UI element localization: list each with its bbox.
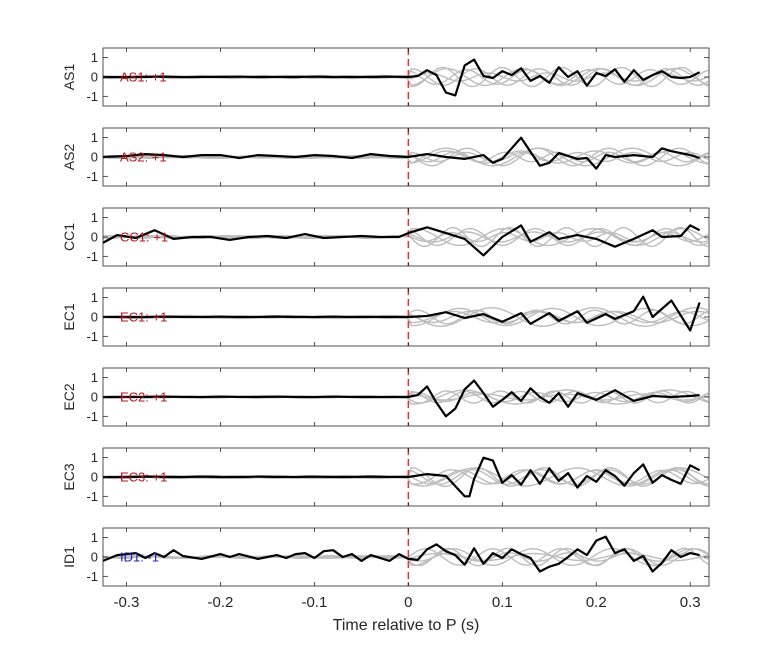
panel-id1: ID1: -1 -1 0 1 ID1 xyxy=(61,527,710,587)
x-axis-label: Time relative to P (s) xyxy=(333,617,480,634)
panel-as1: AS1: +1 -1 0 1 AS1 xyxy=(61,47,710,107)
panel-ylabel: ID1 xyxy=(61,546,77,568)
plot-area xyxy=(103,448,709,506)
panel-ylabel: AS2 xyxy=(61,144,77,171)
main-trace xyxy=(103,224,701,257)
y-tick-label: 1 xyxy=(91,450,98,465)
y-tick-label: 1 xyxy=(91,370,98,385)
x-tick-label: 0.3 xyxy=(680,594,701,611)
y-tick-label: 1 xyxy=(91,530,98,545)
plot-area xyxy=(103,208,709,266)
y-tick-label: 1 xyxy=(91,210,98,225)
x-tick-label: 0 xyxy=(404,594,412,611)
main-trace xyxy=(103,456,701,498)
panel-ec1: EC1: +1 -1 0 1 EC1 xyxy=(61,287,710,347)
x-tick-label: -0.2 xyxy=(208,594,234,611)
trace-annotation: EC3: +1 xyxy=(120,470,167,485)
y-tick-label: -1 xyxy=(86,569,98,584)
main-trace xyxy=(103,379,700,418)
y-tick-label: 1 xyxy=(91,50,98,65)
y-tick-label: 0 xyxy=(91,230,98,245)
plot-area xyxy=(103,48,709,106)
y-tick-label: 0 xyxy=(91,390,98,405)
y-tick-label: 0 xyxy=(91,310,98,325)
main-trace xyxy=(103,136,700,170)
panel-ylabel: EC1 xyxy=(61,303,77,330)
trace-annotation: AS2: +1 xyxy=(120,150,167,165)
plot-area xyxy=(103,128,709,186)
background-trace xyxy=(103,227,709,247)
x-tick-label: 0.1 xyxy=(492,594,513,611)
trace-annotation: AS1: +1 xyxy=(120,70,167,85)
main-trace xyxy=(103,58,701,97)
x-tick-label: 0.2 xyxy=(586,594,607,611)
x-axis: -0.3 -0.2 -0.1 0 0.1 0.2 0.3 xyxy=(114,594,701,611)
x-tick-label: -0.1 xyxy=(301,594,327,611)
panel-cc1: CC1: +1 -1 0 1 CC1 xyxy=(61,207,710,267)
trace-annotation: EC2: +1 xyxy=(120,390,167,405)
y-tick-label: 0 xyxy=(91,470,98,485)
plot-area xyxy=(103,288,709,346)
panel-ylabel: EC2 xyxy=(61,383,77,410)
y-tick-label: 0 xyxy=(91,550,98,565)
y-tick-label: -1 xyxy=(86,169,98,184)
panel-ylabel: EC3 xyxy=(61,463,77,490)
y-tick-label: -1 xyxy=(86,489,98,504)
trace-annotation: EC1: +1 xyxy=(120,310,167,325)
plot-area xyxy=(103,368,709,426)
x-tick-label: -0.3 xyxy=(114,594,140,611)
panel-ec3: EC3: +1 -1 0 1 EC3 xyxy=(61,447,710,507)
y-tick-label: 0 xyxy=(91,150,98,165)
panel-as2: AS2: +1 -1 0 1 AS2 xyxy=(61,127,710,187)
y-tick-label: -1 xyxy=(86,249,98,264)
y-tick-label: 0 xyxy=(91,70,98,85)
panel-ylabel: AS1 xyxy=(61,64,77,91)
y-tick-label: 1 xyxy=(91,290,98,305)
y-tick-label: -1 xyxy=(86,89,98,104)
main-trace xyxy=(103,535,700,573)
trace-annotation: ID1: -1 xyxy=(120,550,159,565)
y-tick-label: -1 xyxy=(86,329,98,344)
y-tick-label: -1 xyxy=(86,409,98,424)
trace-annotation: CC1: +1 xyxy=(120,230,168,245)
y-tick-label: 1 xyxy=(91,130,98,145)
plot-area xyxy=(103,528,709,586)
panel-ec2: EC2: +1 -1 0 1 EC2 xyxy=(61,367,710,427)
panel-ylabel: CC1 xyxy=(61,223,77,251)
main-trace xyxy=(103,295,701,332)
